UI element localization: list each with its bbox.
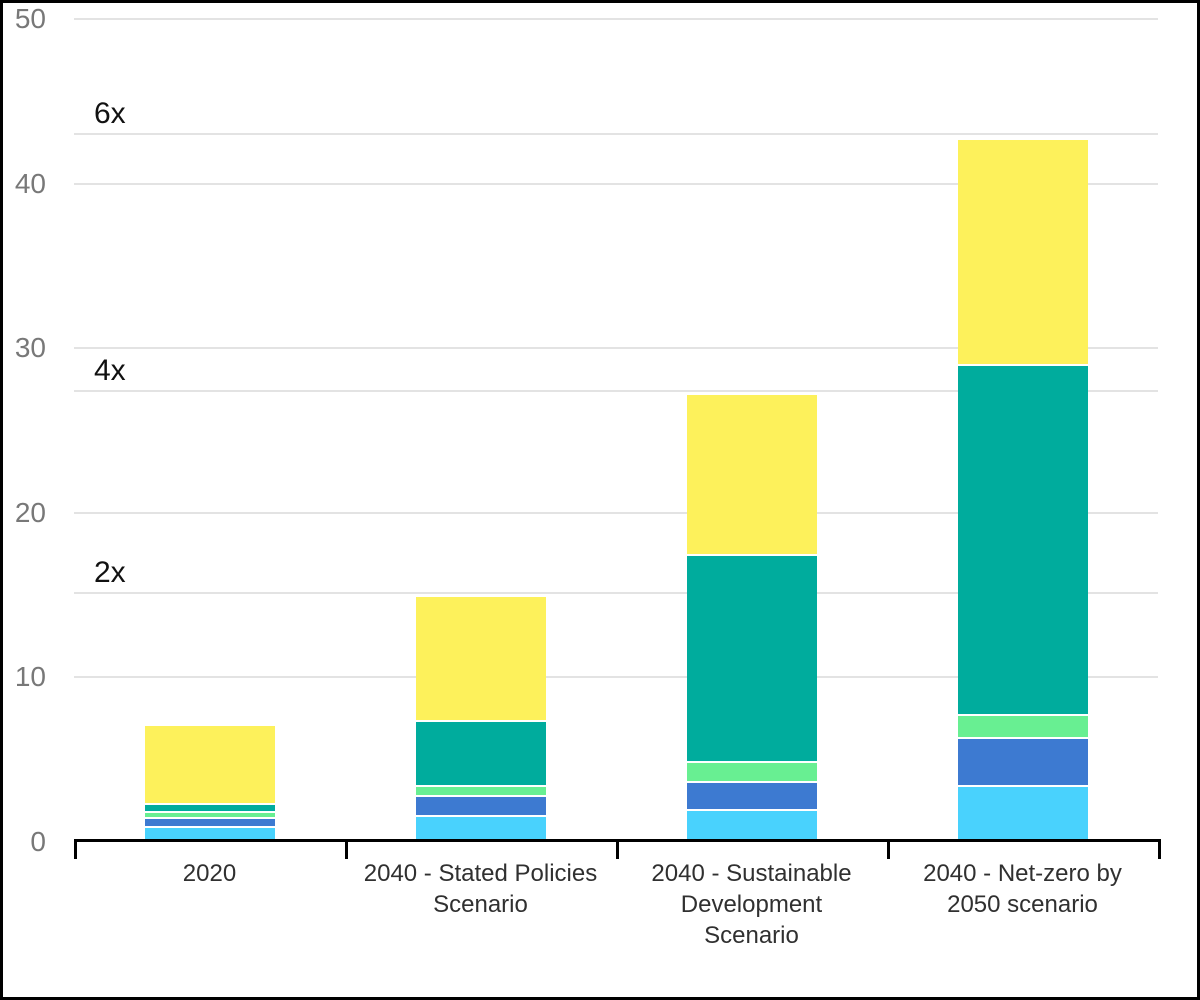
y-axis-tick-label: 40 <box>14 167 46 199</box>
x-category-label: 2040 - Sustainable Development Scenario <box>651 860 852 949</box>
bar-segment-light-green <box>686 763 817 782</box>
gridline <box>74 18 1158 20</box>
bar-segment-teal <box>144 805 275 811</box>
bar-segment-light-green <box>144 812 275 818</box>
bar-segment-teal <box>415 722 546 786</box>
x-category-label: 2020 <box>182 860 237 887</box>
annotation-line <box>74 592 1158 595</box>
growth-multiple-label: 4x <box>94 353 126 387</box>
gridline <box>74 347 1158 350</box>
bar-segment-teal <box>957 365 1088 715</box>
bar-segment-sky-blue <box>144 828 275 842</box>
bar-segment-teal <box>686 555 817 762</box>
gridline <box>74 676 1158 679</box>
bar-segment-sky-blue <box>957 787 1088 842</box>
x-axis-tick <box>1158 839 1161 859</box>
bar-segment-blue <box>686 783 817 810</box>
growth-multiple-label: 2x <box>94 556 126 590</box>
bar-segment-yellow <box>415 597 546 721</box>
growth-multiple-label: 6x <box>94 97 126 131</box>
x-axis-tick <box>887 839 890 859</box>
x-category-label: 2040 - Stated Policies Scenario <box>363 860 598 918</box>
bar-segment-yellow <box>957 139 1088 364</box>
x-axis-tick <box>74 839 77 859</box>
y-axis-tick-label: 50 <box>14 3 46 34</box>
bar-segment-light-green <box>957 716 1088 737</box>
x-axis-tick <box>345 839 348 859</box>
bar-segment-blue <box>415 797 546 815</box>
annotation-line <box>74 389 1158 392</box>
x-category-label: 2040 - Net-zero by 2050 scenario <box>923 860 1122 918</box>
bar-segment-blue <box>144 819 275 827</box>
bar-segment-sky-blue <box>415 816 546 842</box>
y-axis-tick-label: 30 <box>14 332 46 364</box>
bar-segment-yellow <box>686 394 817 554</box>
x-axis-tick <box>616 839 619 859</box>
y-axis-tick-label: 20 <box>14 496 46 528</box>
bar-segment-sky-blue <box>686 811 817 842</box>
bar-segment-light-green <box>415 787 546 796</box>
y-axis-tick-label: 0 <box>30 826 46 857</box>
gridline <box>74 182 1158 185</box>
annotation-line <box>74 133 1158 136</box>
y-axis-tick-label: 10 <box>14 661 46 693</box>
gridline <box>74 511 1158 514</box>
bar-segment-yellow <box>144 726 275 804</box>
bar-segment-blue <box>957 738 1088 786</box>
